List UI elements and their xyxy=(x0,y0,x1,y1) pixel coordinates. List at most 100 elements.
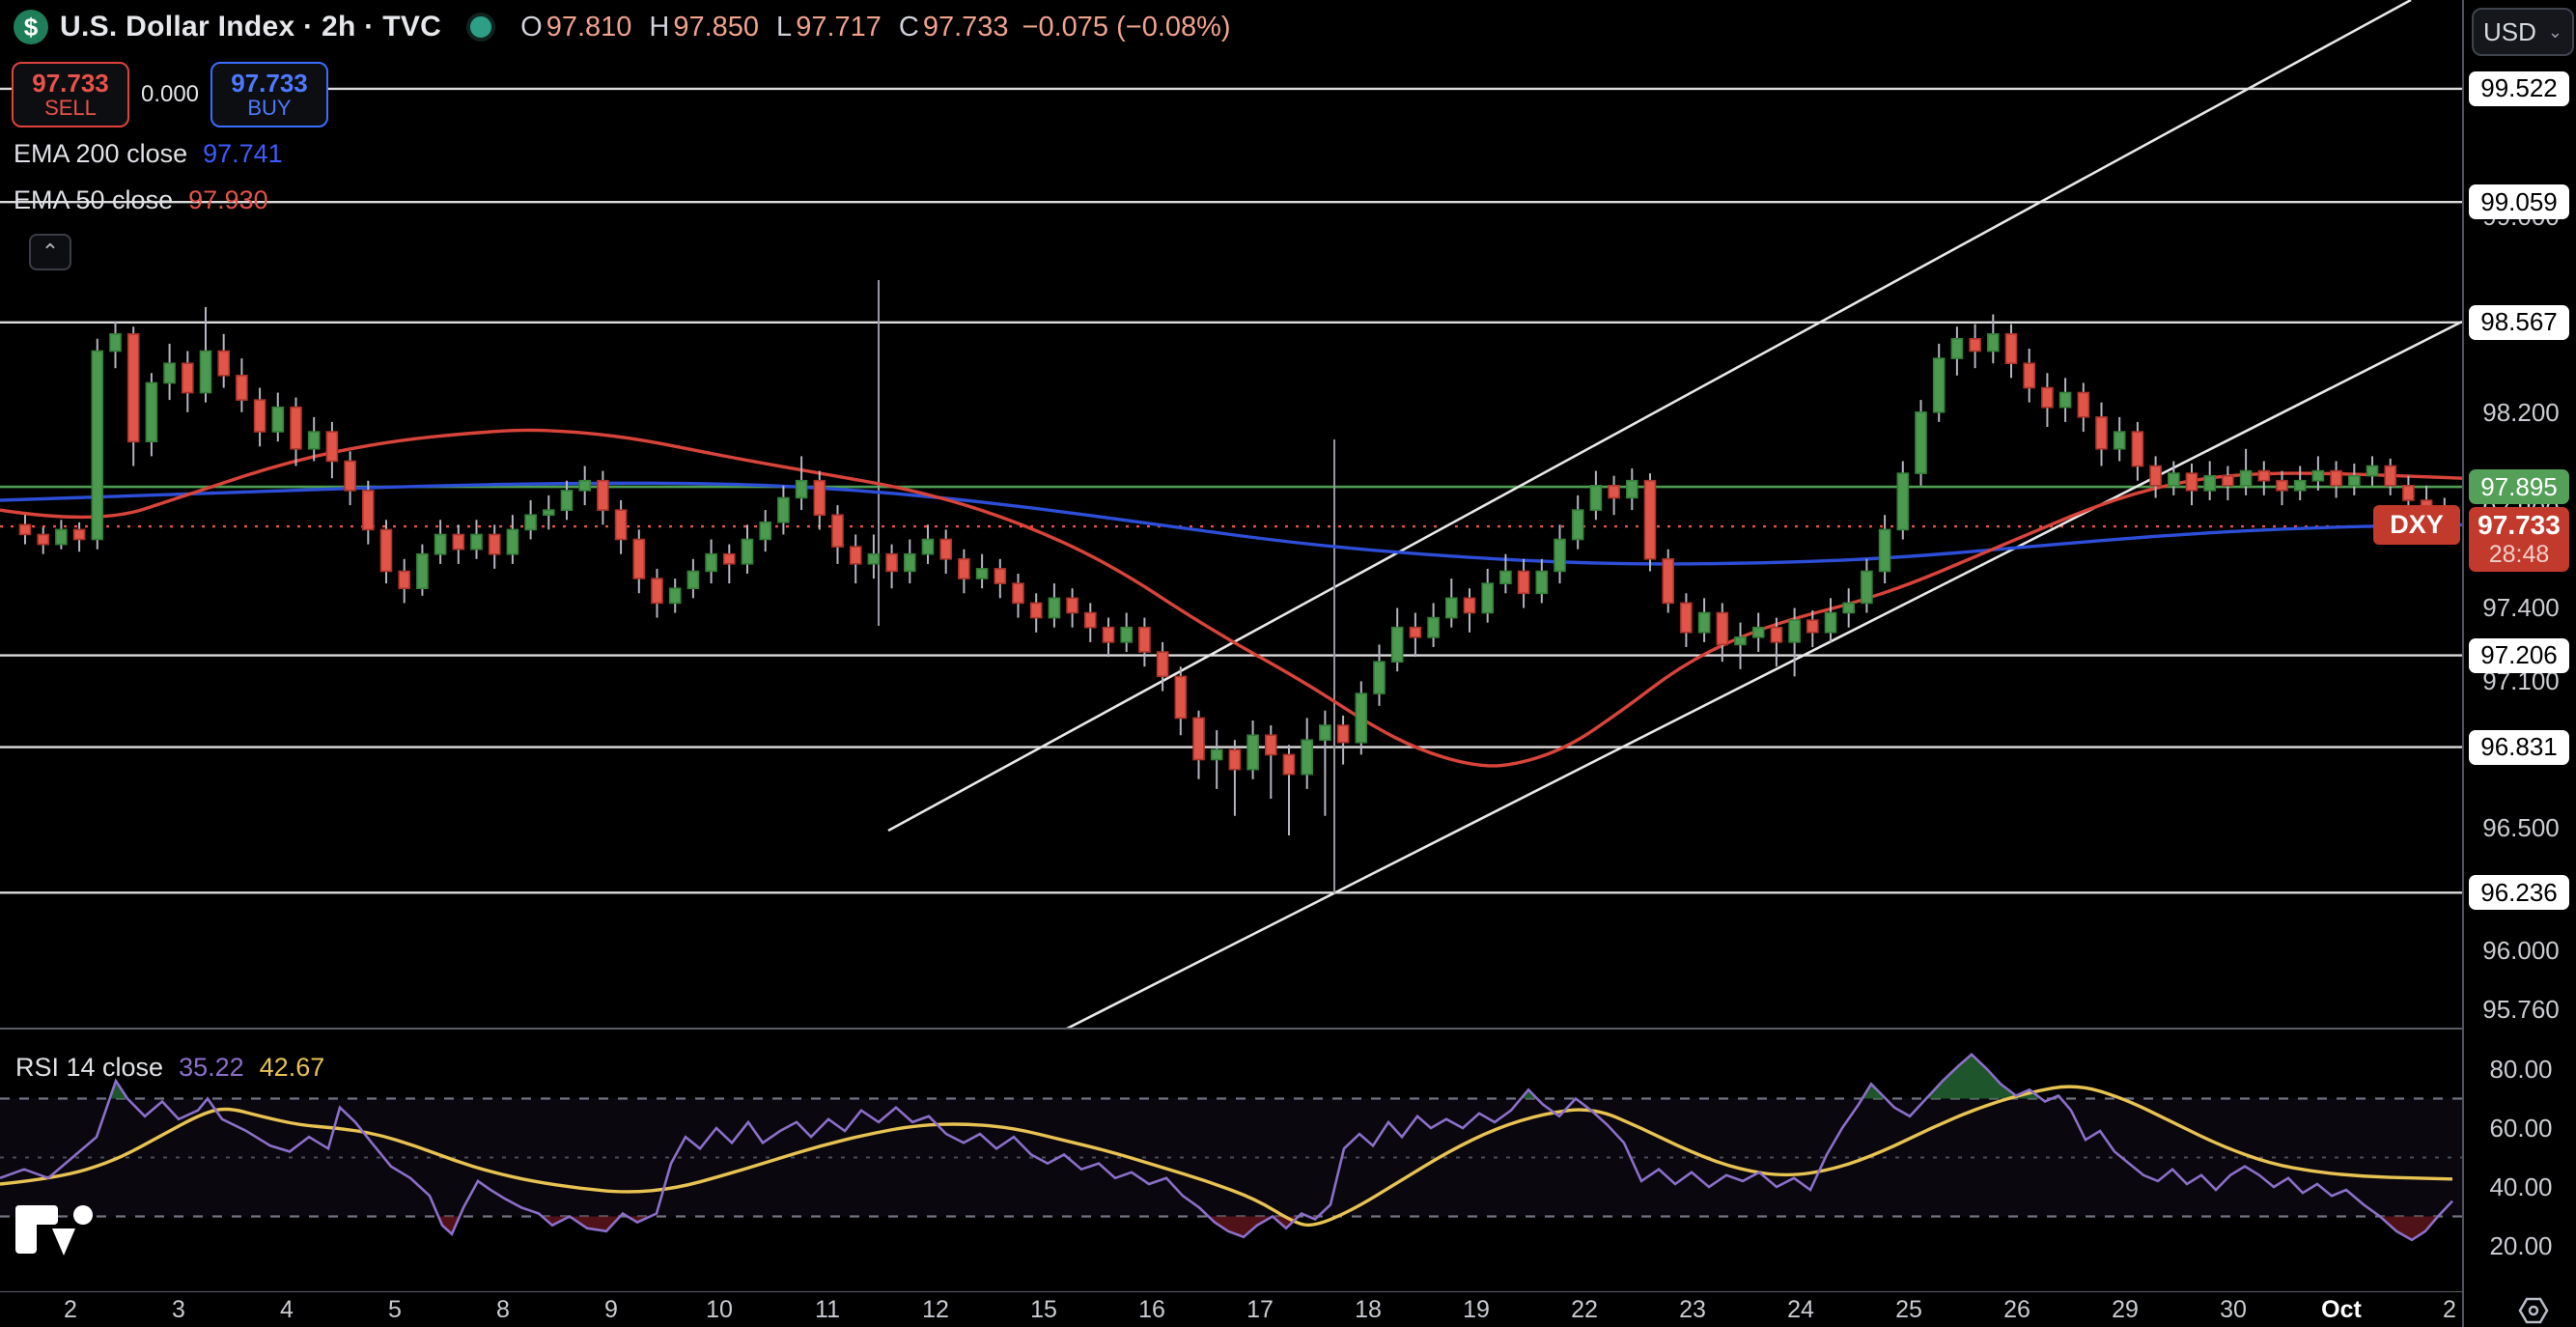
open-value: 97.810 xyxy=(546,11,632,42)
ema200-value: 97.741 xyxy=(203,139,283,168)
ema200-label: EMA 200 close xyxy=(14,139,188,168)
candle-up xyxy=(2311,469,2325,482)
candle-up xyxy=(1734,635,1747,646)
candle-down xyxy=(939,538,953,560)
symbol-title[interactable]: U.S. Dollar Index · 2h · TVC xyxy=(60,11,442,42)
candle-down xyxy=(2041,386,2054,409)
candle-down xyxy=(2004,332,2018,364)
candle-down xyxy=(1084,611,1097,629)
candle-down xyxy=(651,578,663,605)
candle-down xyxy=(1463,597,1476,614)
candle-up xyxy=(307,431,321,450)
candle-down xyxy=(885,552,898,573)
candle-up xyxy=(2058,391,2072,409)
time-label: 26 xyxy=(2003,1296,2030,1323)
buy-price: 97.733 xyxy=(231,68,308,98)
candle-down xyxy=(1192,717,1205,761)
candle-down xyxy=(2276,479,2288,492)
candle-up xyxy=(470,533,483,551)
candle-down xyxy=(126,332,140,443)
candle-up xyxy=(668,587,682,605)
candle-up xyxy=(1824,611,1837,634)
time-label: 10 xyxy=(706,1296,733,1323)
currency-dropdown[interactable]: USD ⌄ xyxy=(2472,8,2574,56)
time-label: 17 xyxy=(1246,1296,1274,1323)
candle-down xyxy=(1102,626,1115,643)
candle-down xyxy=(236,374,248,401)
candle-up xyxy=(55,528,68,546)
sell-button[interactable]: 97.733 SELL xyxy=(12,62,129,127)
candle-up xyxy=(1355,692,1368,744)
buy-button[interactable]: 97.733 BUY xyxy=(210,62,328,127)
time-label: 23 xyxy=(1679,1296,1706,1323)
candle-down xyxy=(1012,582,1024,605)
rsi-overbought-fill xyxy=(1521,1089,1537,1099)
price-axis[interactable]: USD ⌄ 99.00098.20097.80097.40097.10096.5… xyxy=(2462,0,2576,1327)
time-label: 15 xyxy=(1030,1296,1057,1323)
level-price-label: 99.059 xyxy=(2469,184,2569,220)
candle-down xyxy=(72,528,86,541)
candle-up xyxy=(1120,626,1133,643)
chevron-up-icon: ⌃ xyxy=(41,240,60,264)
candle-up xyxy=(1932,357,1946,413)
rsi-label: RSI 14 close xyxy=(15,1053,164,1082)
time-label: 12 xyxy=(922,1296,949,1323)
candle-up xyxy=(777,496,790,523)
rsi-oversold-fill xyxy=(1208,1216,1273,1237)
candle-down xyxy=(1336,724,1350,744)
ema200-line xyxy=(0,481,2463,566)
level-price-label: 97.895 xyxy=(2469,469,2569,505)
candle-down xyxy=(1228,748,1242,771)
collapse-panel-button[interactable]: ⌃ xyxy=(29,234,71,270)
currency-label: USD xyxy=(2483,16,2536,46)
candle-down xyxy=(1608,484,1620,499)
axis-settings-button[interactable] xyxy=(2506,1296,2561,1325)
candle-up xyxy=(1571,509,1584,541)
rsi-legend[interactable]: RSI 14 close 35.22 42.67 xyxy=(15,1053,324,1083)
candle-up xyxy=(741,538,754,565)
time-axis[interactable]: 2 3 4 5 8 9 10 11 12 15 16 17 18 19 22 23 24 25 26 29 30 Oct 2 xyxy=(0,1292,2462,1327)
price-tick: 95.760 xyxy=(2482,994,2560,1024)
candle-down xyxy=(2131,431,2144,467)
candle-up xyxy=(1048,597,1061,619)
candle-down xyxy=(344,460,356,492)
candle-down xyxy=(2222,474,2234,487)
candle-up xyxy=(1373,661,1386,694)
candle-up xyxy=(506,528,519,555)
rsi-overbought-fill xyxy=(1862,1084,1886,1099)
time-label: 18 xyxy=(1355,1296,1382,1323)
candle-down xyxy=(1174,675,1188,720)
candle-down xyxy=(1770,626,1783,643)
candle-up xyxy=(795,479,808,499)
candle-down xyxy=(994,568,1007,584)
candle-up xyxy=(2113,431,2126,450)
candle-down xyxy=(290,406,302,450)
ema50-value: 97.930 xyxy=(188,185,268,214)
price-tick: 96.500 xyxy=(2482,813,2560,843)
symbol-price-line-tag[interactable]: DXY xyxy=(2373,505,2460,546)
ema50-label: EMA 50 close xyxy=(14,185,174,214)
candle-down xyxy=(1662,557,1674,605)
candle-up xyxy=(271,406,285,433)
candle-down xyxy=(1643,479,1657,560)
tradingview-watermark-icon xyxy=(15,1205,93,1256)
time-label: Oct xyxy=(2321,1296,2362,1323)
candle-down xyxy=(398,570,411,590)
candle-down xyxy=(1156,651,1169,678)
candle-up xyxy=(903,552,916,573)
trendline xyxy=(1066,320,2463,1031)
candle-down xyxy=(182,362,194,394)
candle-up xyxy=(759,521,772,541)
candle-up xyxy=(560,490,574,511)
ohlc-readout: O 97.810 H 97.850 L 97.717 C 97.733 −0.075 (… xyxy=(507,12,1230,43)
candle-up xyxy=(2366,465,2379,477)
market-status-icon[interactable] xyxy=(466,13,496,42)
ema200-legend[interactable]: EMA 200 close 97.741 xyxy=(14,139,283,169)
time-label: 30 xyxy=(2220,1296,2247,1323)
candle-down xyxy=(253,399,266,433)
candle-down xyxy=(488,533,501,555)
ema50-legend[interactable]: EMA 50 close 97.930 xyxy=(14,185,268,215)
price-tick: 97.400 xyxy=(2482,593,2560,623)
